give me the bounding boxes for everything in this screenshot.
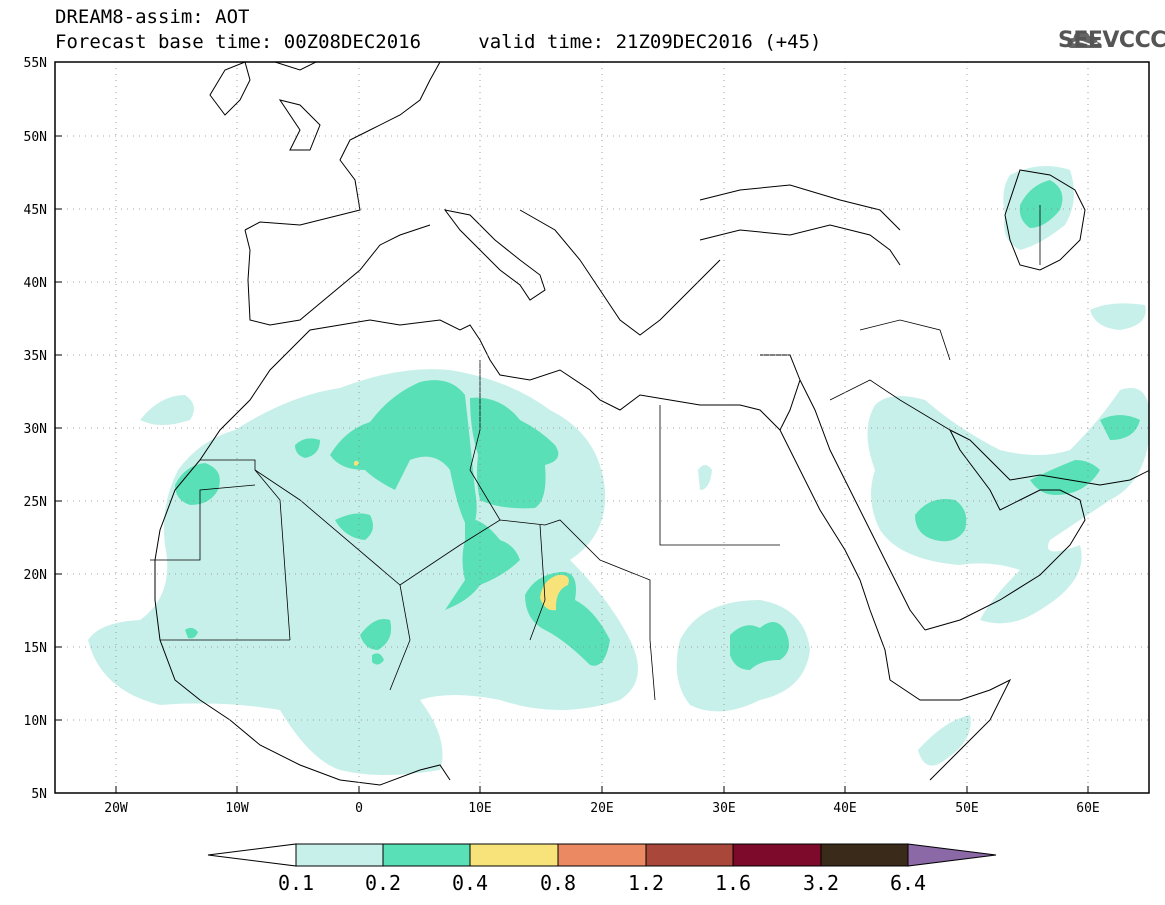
colorbar-swatch	[469, 843, 559, 867]
longitude-labels: 20W 10W 0 10E 20E 30E 40E 50E 60E	[104, 801, 1099, 816]
lon-label: 10W	[225, 801, 249, 816]
colorbar-right-arrow	[907, 843, 997, 867]
colorbar-swatch	[820, 843, 909, 867]
lat-label: 50N	[24, 130, 47, 145]
colorbar-labels: 0.1 0.2 0.4 0.8 1.2 1.6 3.2 6.4	[278, 871, 926, 895]
base-time-label: Forecast base time:	[55, 31, 273, 53]
aot-band-0.4-0.8	[354, 460, 569, 611]
lat-label: 55N	[24, 56, 47, 71]
colorbar-label: 0.8	[540, 871, 576, 895]
lat-label: 40N	[24, 276, 47, 291]
valid-time-label: valid time:	[478, 31, 605, 53]
forecast-time-line: Forecast base time: 00Z08DEC2016 valid t…	[55, 33, 821, 52]
lon-label: 30E	[712, 801, 735, 816]
colorbar-label: 1.2	[628, 871, 664, 895]
map-title: DREAM8-assim: AOT	[55, 6, 250, 28]
colorbar-label: 0.4	[452, 871, 488, 895]
colorbar-label: 6.4	[890, 871, 926, 895]
lat-label: 15N	[24, 641, 47, 656]
lat-label: 25N	[24, 495, 47, 510]
coastlines	[154, 62, 1149, 786]
colorbar-swatch	[557, 843, 647, 867]
cloud-icon	[1067, 31, 1102, 48]
lon-label: 10E	[468, 801, 491, 816]
lat-label: 45N	[24, 203, 47, 218]
colorbar-swatch	[295, 843, 384, 867]
aot-band-0.1-0.2	[88, 166, 1149, 775]
lon-label: 50E	[955, 801, 978, 816]
colorbar-left-arrow	[207, 843, 297, 867]
lat-label: 20N	[24, 568, 47, 583]
axis-ticks	[55, 61, 1089, 794]
colorbar-swatch	[645, 843, 734, 867]
lat-label: 10N	[24, 714, 47, 729]
latitude-labels: 5N 10N 15N 20N 25N 30N 35N 40N 45N 50N 5…	[24, 56, 47, 802]
colorbar-swatch	[732, 843, 822, 867]
seevccc-logo: SEEVCCC	[1058, 28, 1165, 53]
colorbar-swatch	[382, 843, 471, 867]
colorbar	[207, 843, 997, 867]
valid-time: 21Z09DEC2016 (+45)	[615, 31, 822, 53]
lon-label: 20W	[104, 801, 128, 816]
lon-label: 60E	[1076, 801, 1099, 816]
lon-label: 20E	[590, 801, 613, 816]
colorbar-label: 0.1	[278, 871, 314, 895]
lon-label: 0	[355, 801, 363, 816]
lat-label: 35N	[24, 349, 47, 364]
colorbar-label: 1.6	[715, 871, 751, 895]
colorbar-label: 3.2	[803, 871, 839, 895]
map-grid	[55, 62, 1149, 793]
lon-label: 40E	[833, 801, 856, 816]
lat-label: 30N	[24, 422, 47, 437]
colorbar-label: 0.2	[365, 871, 401, 895]
country-borders	[150, 205, 1041, 701]
base-time: 00Z08DEC2016	[283, 31, 422, 53]
lat-label: 5N	[31, 787, 47, 802]
